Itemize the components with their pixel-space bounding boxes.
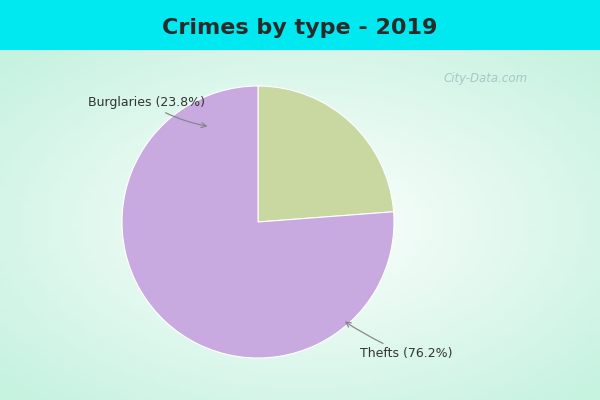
Wedge shape — [258, 86, 394, 222]
Text: Crimes by type - 2019: Crimes by type - 2019 — [163, 18, 437, 38]
Text: Burglaries (23.8%): Burglaries (23.8%) — [88, 96, 206, 128]
Text: City-Data.com: City-Data.com — [444, 72, 528, 85]
Text: Thefts (76.2%): Thefts (76.2%) — [346, 322, 452, 360]
Wedge shape — [122, 86, 394, 358]
